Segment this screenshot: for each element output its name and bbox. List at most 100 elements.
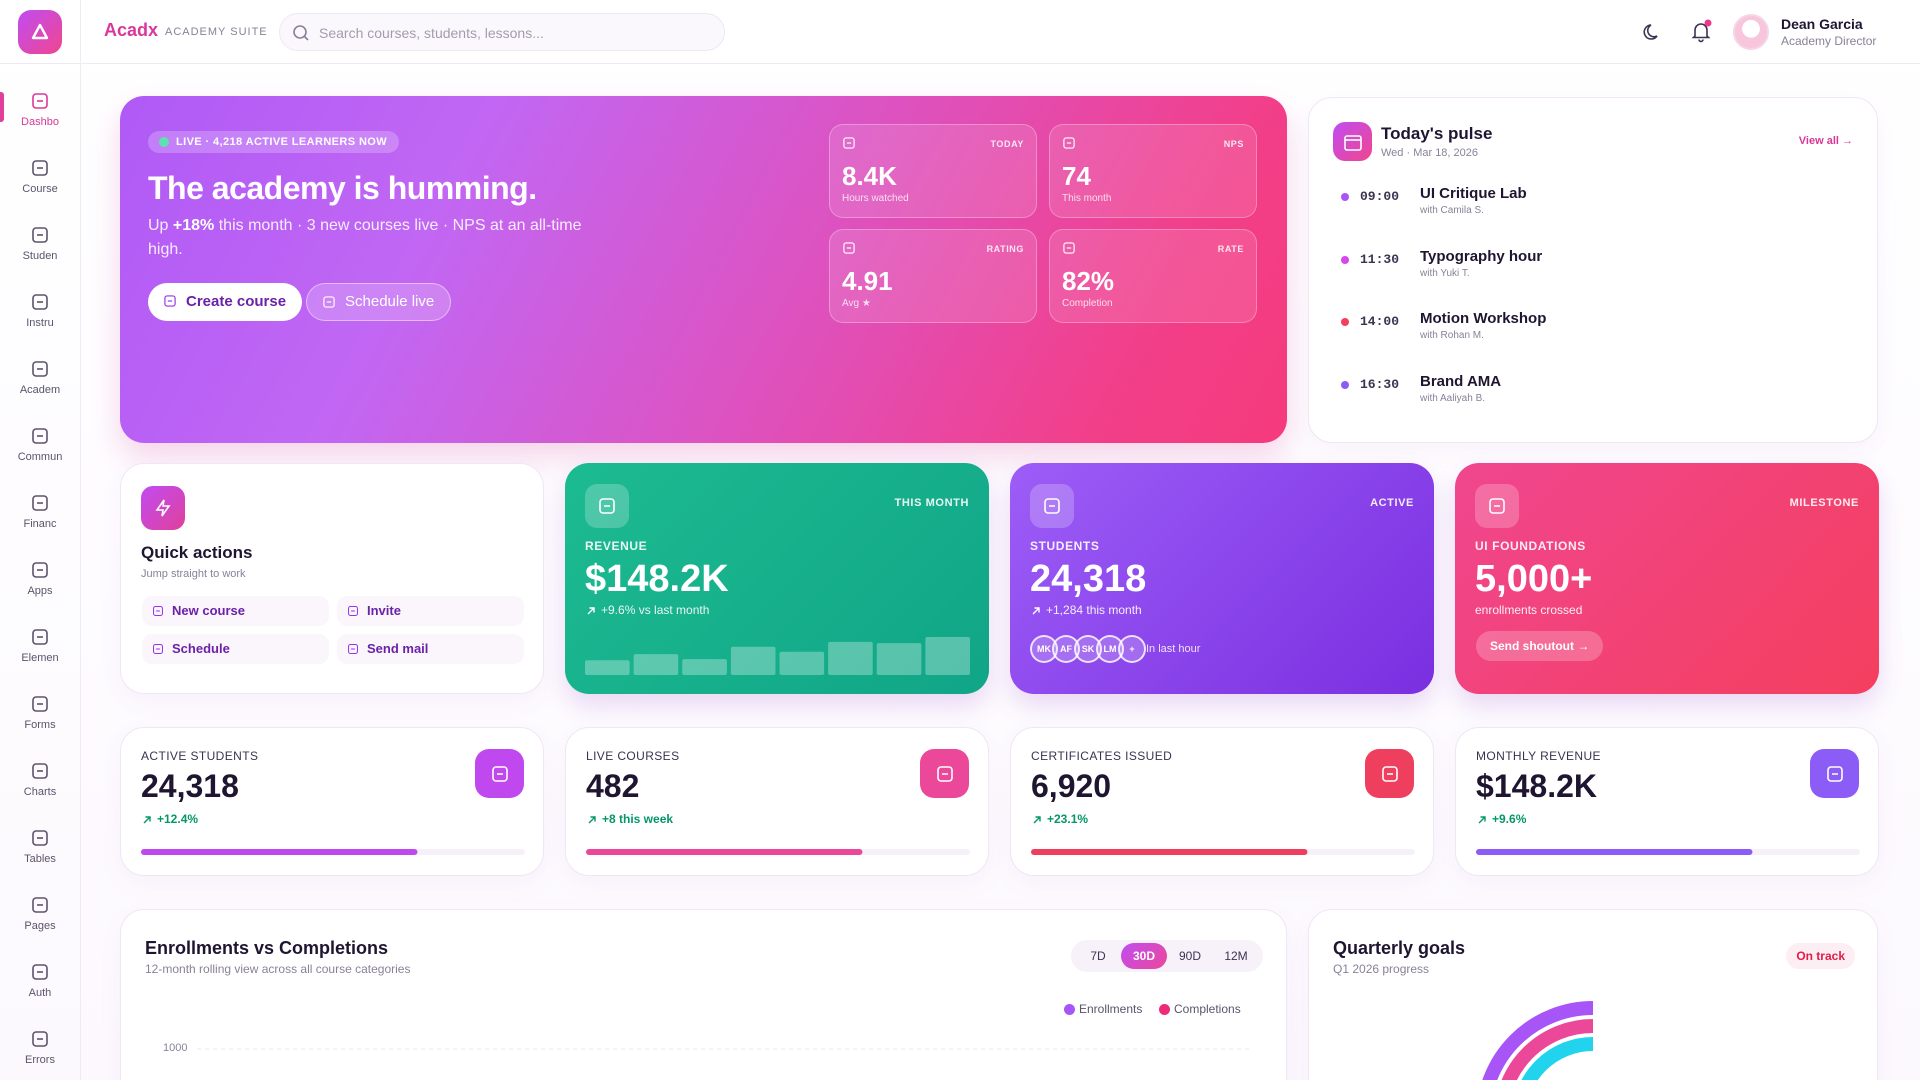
range-option[interactable]: 30D — [1121, 943, 1167, 969]
card-value: $148.2K — [585, 558, 729, 600]
nav-label: Elemen — [21, 652, 59, 664]
nav-label: Instru — [26, 317, 54, 329]
hero-button[interactable]: Schedule live — [306, 283, 452, 321]
nav-item[interactable]: Elemen — [0, 622, 80, 678]
card-icon — [1475, 484, 1519, 528]
hero-banner: LIVE · 4,218 ACTIVE LEARNERS NOW The aca… — [120, 96, 1287, 443]
action-label: Schedule — [172, 641, 230, 656]
range-option[interactable]: 7D — [1090, 949, 1106, 963]
range-option[interactable]: 12M — [1224, 949, 1248, 963]
icon-shape — [32, 227, 48, 243]
stat-caption: This month — [1062, 193, 1112, 204]
legend-label: Enrollments — [1079, 1002, 1143, 1016]
kpi-delta: +12.4% — [157, 812, 199, 826]
event-dot — [1341, 193, 1349, 201]
icon-shape — [936, 765, 953, 782]
quick-action[interactable]: Send mail — [337, 634, 524, 664]
nav-label: Forms — [24, 719, 56, 731]
nav-item[interactable]: Course — [0, 153, 80, 209]
progress-fill — [141, 849, 418, 855]
range-selector: 7D 30D 90D 12M — [1071, 940, 1263, 972]
icon — [32, 495, 48, 511]
view-all[interactable]: View all → — [1798, 135, 1853, 147]
status-badge: On track — [1786, 943, 1855, 969]
quick-actions-card: Quick actions Jump straight to work New co… — [120, 463, 544, 694]
avatar-chip: + — [1118, 635, 1146, 663]
range-option[interactable]: 90D — [1178, 949, 1201, 963]
nav-item[interactable]: Forms — [0, 689, 80, 745]
legend-swatch — [1159, 1004, 1170, 1015]
nav-item[interactable]: Pages — [0, 890, 80, 946]
icon-shape — [32, 495, 48, 511]
shoutout-button[interactable]: Send shoutout → — [1476, 631, 1604, 661]
theme-toggle[interactable] — [1642, 21, 1664, 43]
sidebar-divider — [80, 0, 81, 1080]
nav-item[interactable]: Tables — [0, 823, 80, 879]
quick-action[interactable]: Invite — [337, 596, 524, 626]
event-title: Motion Workshop — [1420, 310, 1547, 327]
mini-bar — [682, 659, 727, 675]
enrollments-card: Enrollments vs Completions 12-month roll… — [120, 909, 1287, 1080]
card-value: 5,000+ — [1475, 558, 1593, 600]
notifications[interactable] — [1689, 19, 1713, 43]
trend-arrow — [1032, 607, 1040, 615]
active-indicator — [0, 92, 4, 122]
icon-shape — [32, 160, 48, 176]
nav-label: Financ — [23, 518, 57, 530]
nav-item[interactable]: Auth — [0, 957, 80, 1013]
quick-action[interactable]: Schedule — [142, 634, 329, 664]
goals-title: Quarterly goals — [1333, 938, 1466, 958]
icon — [1381, 765, 1398, 782]
nav-item[interactable]: Academ — [0, 354, 80, 410]
quick-actions-icon — [141, 486, 185, 530]
icon-shape — [491, 765, 508, 782]
icon — [1063, 137, 1075, 149]
nav-item[interactable]: Instru — [0, 287, 80, 343]
nav-item[interactable]: Commun — [0, 421, 80, 477]
nav-item[interactable]: Dashbo — [0, 86, 80, 142]
card-delta: +1,284 this month — [1046, 603, 1142, 617]
event-time: 14:00 — [1360, 314, 1400, 329]
nav-label: Charts — [23, 786, 57, 798]
icon — [843, 137, 855, 149]
y-tick-label: 1000 — [163, 1042, 188, 1054]
search-box[interactable]: Search courses, students, lessons... — [279, 13, 725, 51]
event-title: UI Critique Lab — [1420, 185, 1527, 202]
logo[interactable] — [18, 10, 62, 54]
hero-button[interactable]: Create course — [148, 283, 303, 321]
card-label: REVENUE — [585, 539, 648, 553]
stat-box: TODAY 8.4K Hours watched — [829, 124, 1037, 218]
nav-item[interactable]: Apps — [0, 555, 80, 611]
icon-shape — [32, 1031, 48, 1047]
bolt-icon — [155, 499, 171, 517]
kpi-label: MONTHLY REVENUE — [1476, 749, 1601, 763]
subtitle-part: Up — [148, 217, 173, 234]
mini-bars — [585, 637, 970, 675]
button-label: Schedule live — [345, 293, 435, 310]
icon — [348, 644, 358, 654]
icon-shape — [32, 830, 48, 846]
quick-action[interactable]: New course — [142, 596, 329, 626]
kpi-card: LIVE COURSES 482 +8 this week — [565, 727, 989, 876]
progress — [586, 849, 970, 855]
nav-item[interactable]: Studen — [0, 220, 80, 276]
avatar[interactable] — [1733, 14, 1769, 50]
nav-item[interactable]: Financ — [0, 488, 80, 544]
icon-shape — [843, 137, 855, 149]
brand-name: Acadx — [104, 20, 159, 40]
kpi-card: MONTHLY REVENUE $148.2K +9.6% — [1455, 727, 1879, 876]
progress-fill — [1031, 849, 1308, 855]
icon — [32, 428, 48, 444]
arrow-shape — [1032, 607, 1040, 615]
icon-shape — [1381, 765, 1398, 782]
pulse-title: Today's pulse — [1381, 124, 1493, 143]
arrow-shape — [587, 607, 595, 615]
nav-item[interactable]: Errors — [0, 1024, 80, 1080]
nav-label: Pages — [24, 920, 56, 932]
subtitle-part: this month · 3 new courses live · NPS at… — [148, 217, 582, 258]
kpi-label: LIVE COURSES — [586, 749, 680, 763]
card-tag: ACTIVE — [1370, 497, 1414, 509]
icon — [32, 964, 48, 980]
nav-item[interactable]: Charts — [0, 756, 80, 812]
nav-label: Course — [22, 183, 58, 195]
